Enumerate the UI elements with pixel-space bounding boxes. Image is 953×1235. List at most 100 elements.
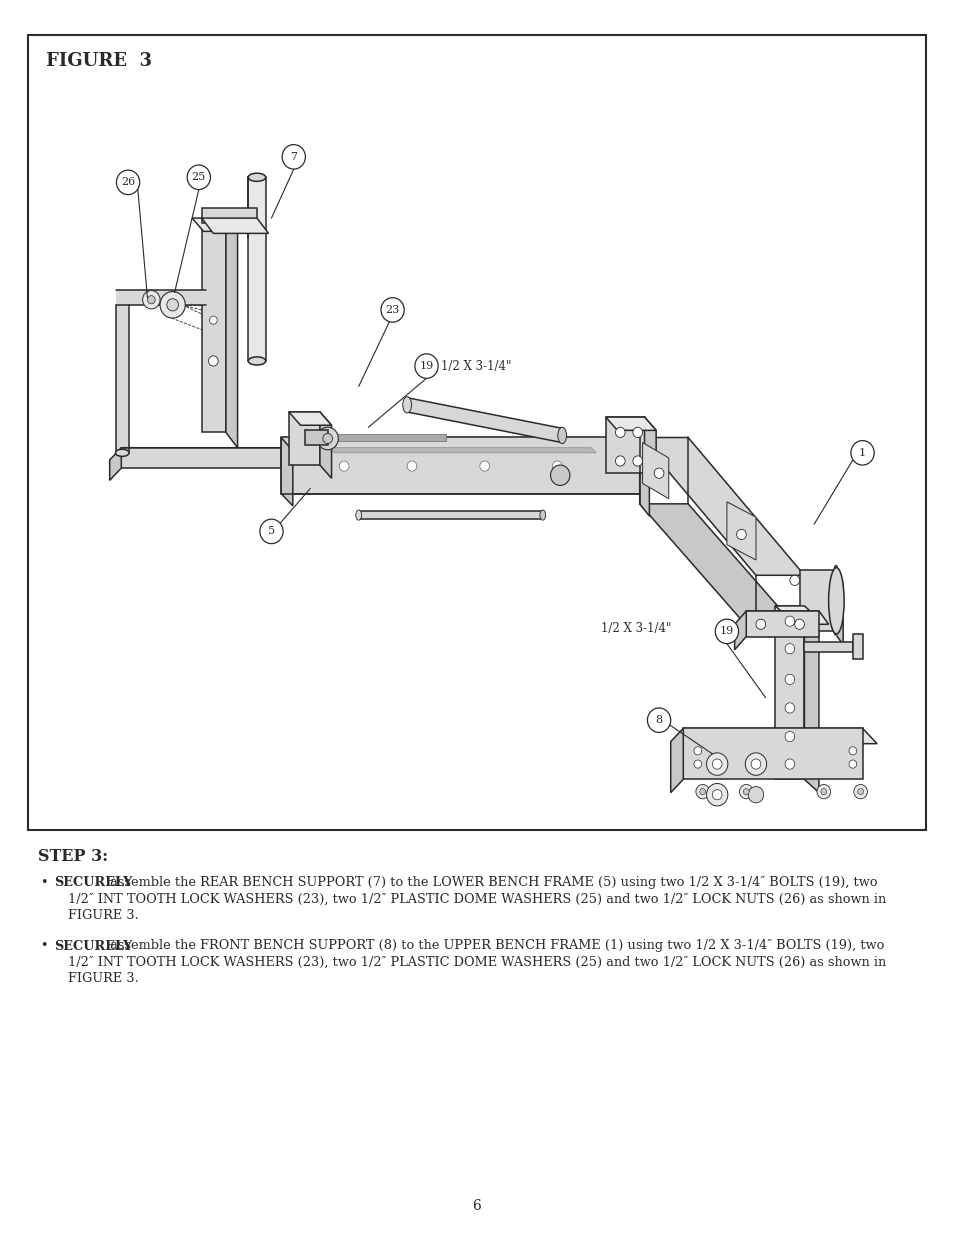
Circle shape	[552, 461, 561, 472]
Circle shape	[282, 144, 305, 169]
Ellipse shape	[558, 427, 566, 443]
Text: STEP 3:: STEP 3:	[38, 848, 108, 864]
Circle shape	[715, 619, 738, 643]
Polygon shape	[644, 417, 656, 487]
Polygon shape	[201, 219, 226, 432]
Circle shape	[784, 643, 794, 653]
Circle shape	[784, 760, 794, 769]
Circle shape	[693, 760, 701, 768]
Bar	[28, 35, 925, 830]
Circle shape	[848, 747, 856, 755]
Polygon shape	[726, 501, 755, 559]
Polygon shape	[305, 430, 327, 445]
Ellipse shape	[355, 510, 361, 520]
Polygon shape	[605, 417, 656, 430]
Circle shape	[550, 466, 569, 485]
Circle shape	[695, 784, 709, 799]
Circle shape	[850, 441, 873, 466]
Circle shape	[750, 760, 760, 769]
Text: 8: 8	[655, 715, 662, 725]
Text: SECURELY: SECURELY	[54, 940, 132, 952]
Text: assemble the REAR BENCH SUPPORT (7) to the LOWER BENCH FRAME (5) using two 1/2 X: assemble the REAR BENCH SUPPORT (7) to t…	[106, 876, 877, 889]
Polygon shape	[639, 437, 649, 516]
Polygon shape	[116, 305, 129, 453]
Circle shape	[615, 456, 624, 466]
Circle shape	[736, 530, 745, 540]
Circle shape	[632, 427, 642, 437]
Polygon shape	[358, 511, 542, 519]
Circle shape	[794, 619, 803, 630]
Text: 1/2 X 3-1/4": 1/2 X 3-1/4"	[440, 359, 511, 373]
Polygon shape	[775, 606, 818, 619]
Circle shape	[853, 784, 866, 799]
Text: •: •	[40, 940, 48, 952]
Circle shape	[747, 787, 763, 803]
Circle shape	[784, 616, 794, 626]
Polygon shape	[682, 729, 862, 779]
Polygon shape	[121, 448, 281, 468]
Circle shape	[742, 789, 748, 794]
Circle shape	[784, 731, 794, 742]
Circle shape	[706, 783, 727, 806]
Polygon shape	[330, 448, 596, 453]
Circle shape	[322, 433, 333, 443]
Polygon shape	[639, 504, 803, 636]
Circle shape	[148, 295, 155, 304]
Polygon shape	[639, 437, 803, 576]
Circle shape	[739, 784, 752, 799]
Polygon shape	[642, 442, 668, 499]
Circle shape	[784, 674, 794, 684]
Ellipse shape	[248, 173, 265, 182]
Circle shape	[820, 789, 826, 794]
Polygon shape	[775, 606, 803, 779]
Circle shape	[857, 789, 862, 794]
Text: 7: 7	[290, 152, 297, 162]
Text: •: •	[40, 876, 48, 889]
Polygon shape	[327, 435, 445, 441]
Text: 1/2″ INT TOOTH LOCK WASHERS (23), two 1/2″ PLASTIC DOME WASHERS (25) and two 1/2: 1/2″ INT TOOTH LOCK WASHERS (23), two 1/…	[68, 956, 885, 969]
Text: 19: 19	[419, 361, 434, 370]
Polygon shape	[799, 571, 833, 631]
Circle shape	[712, 760, 721, 769]
Text: FIGURE 3.: FIGURE 3.	[68, 909, 138, 923]
Ellipse shape	[828, 568, 843, 634]
Polygon shape	[116, 289, 206, 305]
Circle shape	[693, 747, 701, 755]
Circle shape	[167, 299, 178, 311]
Circle shape	[744, 753, 766, 776]
Circle shape	[316, 427, 338, 450]
Polygon shape	[745, 611, 818, 636]
Polygon shape	[289, 412, 332, 425]
Polygon shape	[803, 642, 852, 652]
Polygon shape	[110, 448, 121, 480]
Circle shape	[142, 290, 160, 309]
Circle shape	[712, 789, 721, 800]
Ellipse shape	[402, 396, 411, 412]
Circle shape	[654, 468, 663, 478]
Circle shape	[479, 461, 489, 472]
Polygon shape	[201, 207, 256, 224]
Circle shape	[415, 353, 437, 378]
Circle shape	[789, 576, 799, 585]
Circle shape	[709, 818, 724, 834]
Text: FIGURE  3: FIGURE 3	[46, 52, 152, 70]
Polygon shape	[803, 606, 818, 793]
Text: 5: 5	[268, 526, 274, 536]
Circle shape	[816, 784, 830, 799]
Polygon shape	[682, 729, 876, 743]
Polygon shape	[281, 437, 293, 506]
Text: 1: 1	[858, 448, 865, 458]
Polygon shape	[192, 219, 244, 231]
Polygon shape	[833, 571, 842, 645]
Circle shape	[187, 165, 211, 189]
Polygon shape	[605, 417, 644, 473]
Polygon shape	[248, 178, 265, 361]
Circle shape	[848, 760, 856, 768]
Circle shape	[380, 298, 404, 322]
Circle shape	[700, 789, 705, 794]
Text: 26: 26	[121, 178, 135, 188]
Text: 6: 6	[472, 1199, 481, 1213]
Ellipse shape	[115, 450, 129, 457]
Circle shape	[706, 753, 727, 776]
Circle shape	[755, 619, 765, 630]
